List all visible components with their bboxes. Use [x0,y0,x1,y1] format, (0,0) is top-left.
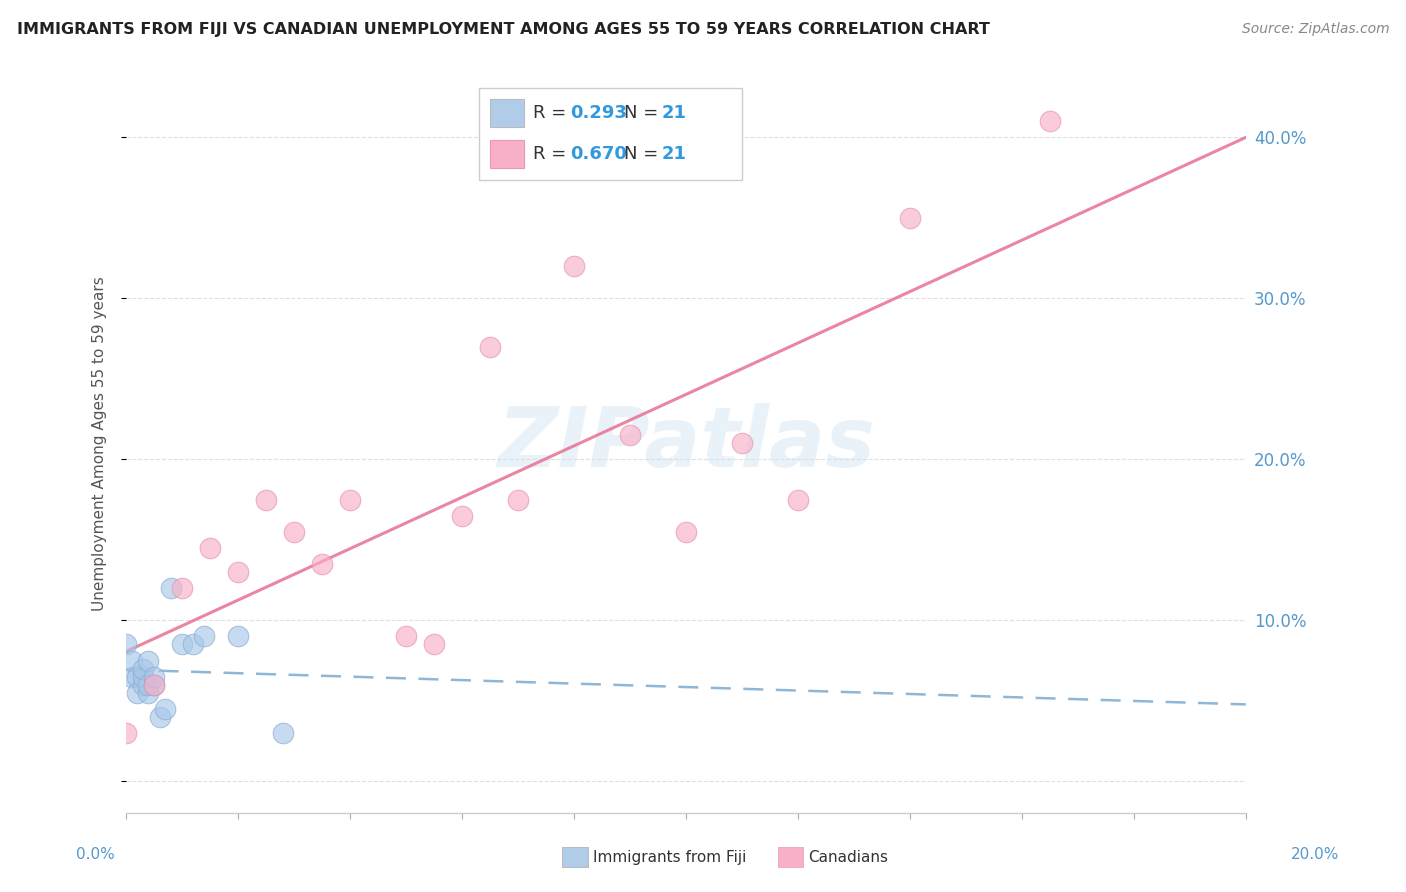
Text: IMMIGRANTS FROM FIJI VS CANADIAN UNEMPLOYMENT AMONG AGES 55 TO 59 YEARS CORRELAT: IMMIGRANTS FROM FIJI VS CANADIAN UNEMPLO… [17,22,990,37]
Text: Source: ZipAtlas.com: Source: ZipAtlas.com [1241,22,1389,37]
Point [1039,114,1062,128]
Text: N =: N = [624,104,665,122]
Point [506,492,529,507]
Point [283,524,305,539]
Point [271,726,294,740]
Point [451,508,474,523]
Point [226,565,249,579]
Point [132,678,155,692]
Point [311,557,333,571]
Point [339,492,361,507]
Text: 0.670: 0.670 [571,145,627,162]
Point [143,678,166,692]
Text: 0.0%: 0.0% [76,847,115,862]
Point [731,436,754,450]
Point [898,211,921,225]
Point [138,686,160,700]
Text: N =: N = [624,145,665,162]
FancyBboxPatch shape [491,99,523,127]
Point [138,654,160,668]
Point [226,629,249,643]
FancyBboxPatch shape [479,87,742,180]
Point [160,581,183,595]
Text: R =: R = [533,145,572,162]
Point [787,492,810,507]
Point [675,524,697,539]
Text: Immigrants from Fiji: Immigrants from Fiji [593,850,747,864]
Point [121,670,143,684]
FancyBboxPatch shape [491,140,523,168]
Point [149,710,172,724]
Point [143,678,166,692]
Point [132,662,155,676]
Text: 21: 21 [661,104,686,122]
Point [127,670,149,684]
Text: 20.0%: 20.0% [1291,847,1339,862]
Point [619,428,641,442]
Point [254,492,277,507]
Y-axis label: Unemployment Among Ages 55 to 59 years: Unemployment Among Ages 55 to 59 years [93,276,107,611]
Point [395,629,418,643]
Point [562,259,585,273]
Text: R =: R = [533,104,572,122]
Point [170,581,193,595]
Point [132,670,155,684]
Point [198,541,221,555]
Point [193,629,215,643]
Text: 0.293: 0.293 [571,104,627,122]
Point [155,702,177,716]
Point [115,637,138,651]
Point [121,654,143,668]
Text: ZIPatlas: ZIPatlas [496,402,875,483]
Point [143,670,166,684]
Point [127,686,149,700]
Text: 21: 21 [661,145,686,162]
Point [181,637,204,651]
Point [170,637,193,651]
Point [479,340,502,354]
Point [115,726,138,740]
Point [423,637,446,651]
Text: Canadians: Canadians [808,850,889,864]
Point [138,678,160,692]
